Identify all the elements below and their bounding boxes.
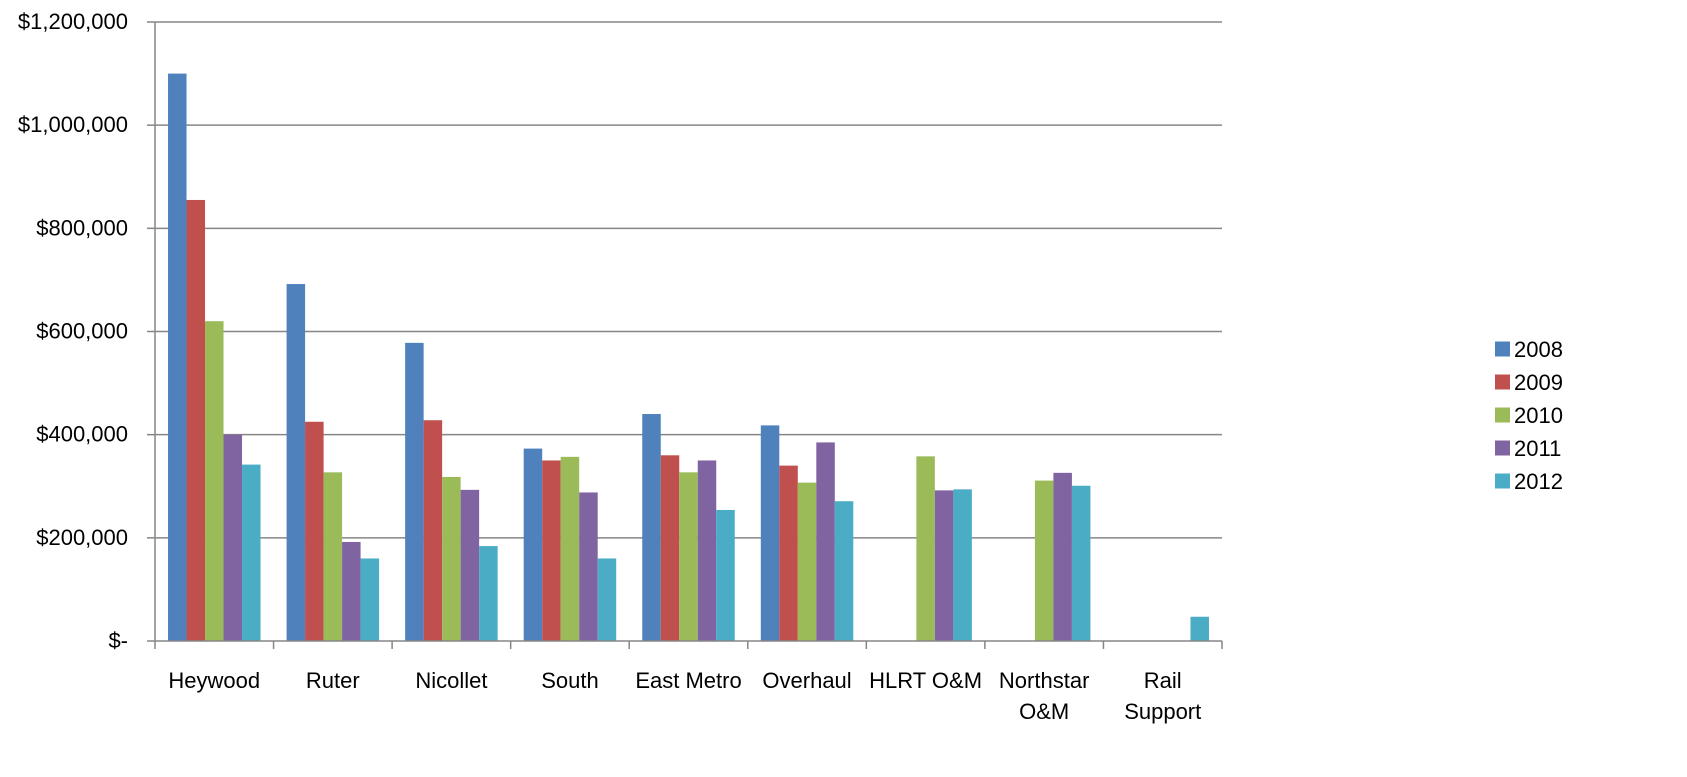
x-tick-label: Rail Support [1124,668,1201,724]
bar-2010 [797,482,817,641]
x-tick-label-line: Rail [1144,668,1182,693]
bar-2012 [1071,485,1091,641]
y-tick-label: $- [108,628,128,653]
legend-label: 2008 [1514,337,1563,362]
y-tick-label: $400,000 [36,422,128,447]
bar-2012 [953,489,972,641]
bars [168,73,1209,642]
bar-2010 [442,476,461,641]
bar-2008 [168,73,187,642]
bar-2009 [779,465,798,641]
bar-2011 [934,490,954,641]
x-tick-label-line: Overhaul [762,668,851,693]
bar-2012 [716,509,735,641]
legend: 2008 2009 2010 2011 2012 [1495,337,1563,494]
y-tick-label: $1,200,000 [18,9,128,34]
bar-2012 [834,501,854,641]
bar-2011 [579,492,598,641]
bar-2008 [405,342,424,641]
x-tick-label-line: Ruter [306,668,360,693]
legend-swatch [1495,407,1510,423]
bar-2010 [679,472,698,641]
bar-2009 [542,460,561,641]
bar-2010 [1034,480,1054,641]
bar-2008 [286,284,306,641]
y-tick-label: $800,000 [36,215,128,240]
x-tick-label-line: South [541,668,599,693]
bar-2012 [597,558,617,641]
bar-2010 [916,456,935,641]
bar-2011 [460,489,480,641]
bar-2010 [323,472,343,641]
legend-swatch [1495,374,1510,390]
legend-swatch [1495,341,1510,357]
bar-2011 [1053,472,1072,641]
x-tick-label-line: O&M [1019,699,1069,724]
bar-2008 [642,414,661,641]
bar-2009 [423,420,443,641]
bar-2009 [305,421,324,641]
bar-2010 [205,321,224,641]
x-tick-label: Heywood [168,668,260,693]
x-tick-label-line: Nicollet [415,668,487,693]
x-tick-label-line: East Metro [635,668,741,693]
bar-2009 [186,199,206,641]
x-tick-label: Ruter [306,668,360,693]
bar-2011 [342,541,361,641]
x-tick-label-line: Support [1124,699,1201,724]
bar-2012 [360,558,380,641]
y-tick-label: $200,000 [36,525,128,550]
bar-2008 [523,448,543,641]
x-tick-label-line: Northstar [999,668,1089,693]
y-axis-tick-labels: $- $200,000 $400,000 $600,000 $800,000 $1,000… [18,9,128,653]
x-tick-label-line: Heywood [168,668,260,693]
x-tick-label-line: HLRT O&M [869,668,982,693]
x-tick-label: Nicollet [415,668,487,693]
x-axis-tick-labels: Heywood Ruter Nicollet South East Metro Overh… [168,668,1201,724]
bar-2012 [242,464,261,641]
axes [147,21,1223,649]
y-tick-label: $600,000 [36,319,128,344]
legend-swatch [1495,440,1510,456]
y-tick-label: $1,000,000 [18,112,128,137]
bar-2008 [760,425,780,641]
bar-2010 [560,456,580,641]
bar-2011 [223,434,243,641]
legend-label: 2010 [1514,403,1563,428]
bar-2011 [697,460,717,641]
x-tick-label: Overhaul [762,668,851,693]
legend-swatch [1495,473,1510,489]
x-tick-label: South [541,668,599,693]
bar-2012 [479,546,498,641]
x-tick-label: HLRT O&M [869,668,982,693]
legend-label: 2009 [1514,370,1563,395]
bar-2009 [660,455,680,641]
x-tick-label: Northstar O&M [999,668,1089,724]
legend-label: 2012 [1514,469,1563,494]
legend-label: 2011 [1514,436,1561,461]
bar-2012 [1190,616,1209,641]
x-tick-label: East Metro [635,668,741,693]
bar-2011 [816,442,835,641]
